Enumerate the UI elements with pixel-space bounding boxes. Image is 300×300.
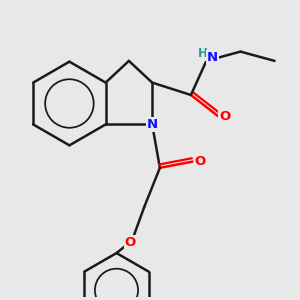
Text: O: O	[195, 155, 206, 168]
Text: N: N	[207, 51, 218, 64]
Text: O: O	[219, 110, 231, 123]
Text: H: H	[198, 46, 208, 60]
Text: O: O	[125, 236, 136, 249]
Text: N: N	[147, 118, 158, 131]
